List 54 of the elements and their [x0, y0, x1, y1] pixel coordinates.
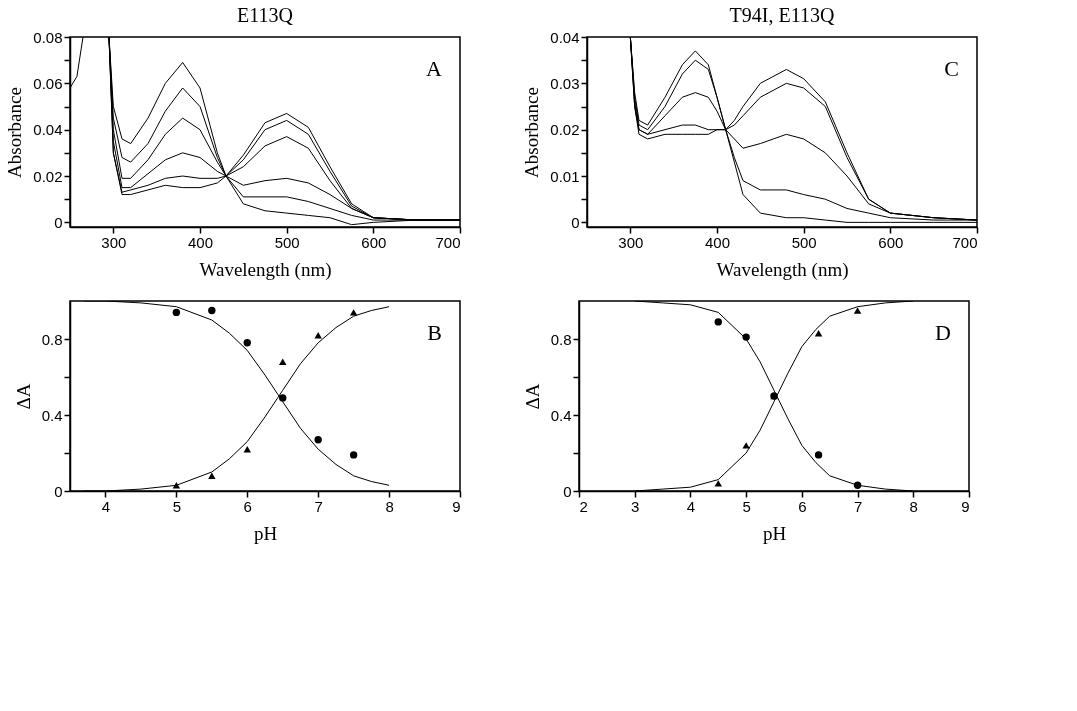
y-tick-label: 0.06	[33, 74, 63, 92]
annotation: C	[944, 56, 959, 81]
x-axis-title: Wavelength (nm)	[199, 258, 332, 281]
x-tick-label: 6	[798, 497, 807, 515]
y-tick-label: 0	[563, 482, 572, 500]
y-axis-title: ΔA	[12, 383, 34, 410]
x-tick-label: 7	[853, 497, 863, 515]
x-tick-label: 400	[187, 233, 214, 251]
x-axis-title: pH	[253, 522, 278, 544]
x-tick-label: 4	[686, 497, 696, 515]
x-tick-label: 2	[579, 497, 588, 515]
y-tick-label: 0.08	[33, 28, 63, 46]
chart-title: E113Q	[237, 4, 294, 26]
x-tick-label: 8	[909, 497, 918, 515]
y-tick-label: 0	[571, 213, 580, 231]
annotation: D	[935, 320, 951, 345]
x-tick-label: 4	[101, 497, 111, 515]
y-axis-title: Absorbance	[4, 87, 26, 178]
x-tick-label: 500	[274, 233, 300, 251]
x-tick-label: 5	[742, 497, 751, 515]
x-tick-label: 700	[435, 233, 461, 251]
x-axis-title: pH	[762, 522, 787, 544]
x-tick-label: 7	[314, 497, 323, 515]
y-tick-label: 0	[54, 213, 63, 231]
y-tick-label: 0.4	[41, 406, 63, 424]
annotation: B	[427, 320, 442, 345]
x-tick-label: 9	[452, 497, 461, 515]
y-axis-title: ΔA	[521, 383, 543, 410]
y-tick-label: 0.04	[33, 121, 63, 139]
y-tick-label: 0.04	[550, 28, 580, 46]
y-tick-label: 0	[54, 482, 63, 500]
y-tick-label: 0.01	[550, 167, 580, 185]
y-tick-label: 0.02	[33, 167, 63, 185]
x-tick-label: 8	[385, 497, 394, 515]
y-tick-label: 0.4	[550, 406, 572, 424]
x-tick-label: 6	[243, 497, 252, 515]
x-tick-label: 300	[618, 233, 644, 251]
y-tick-label: 0.8	[41, 330, 63, 348]
x-tick-label: 5	[172, 497, 182, 515]
x-tick-label: 600	[361, 233, 387, 251]
x-tick-label: 500	[791, 233, 817, 251]
y-tick-label: 0.8	[550, 330, 572, 348]
y-axis-title: Absorbance	[521, 87, 543, 178]
x-axis-title: Wavelength (nm)	[716, 258, 849, 281]
chart-title: T94I, E113Q	[729, 4, 835, 26]
x-tick-label: 3	[631, 497, 640, 515]
y-tick-label: 0.03	[550, 74, 580, 92]
x-tick-label: 600	[878, 233, 904, 251]
x-tick-label: 700	[952, 233, 978, 251]
x-tick-label: 300	[101, 233, 127, 251]
x-tick-label: 9	[961, 497, 970, 515]
x-tick-label: 400	[704, 233, 731, 251]
annotation: A	[426, 56, 443, 81]
y-tick-label: 0.02	[550, 121, 580, 139]
